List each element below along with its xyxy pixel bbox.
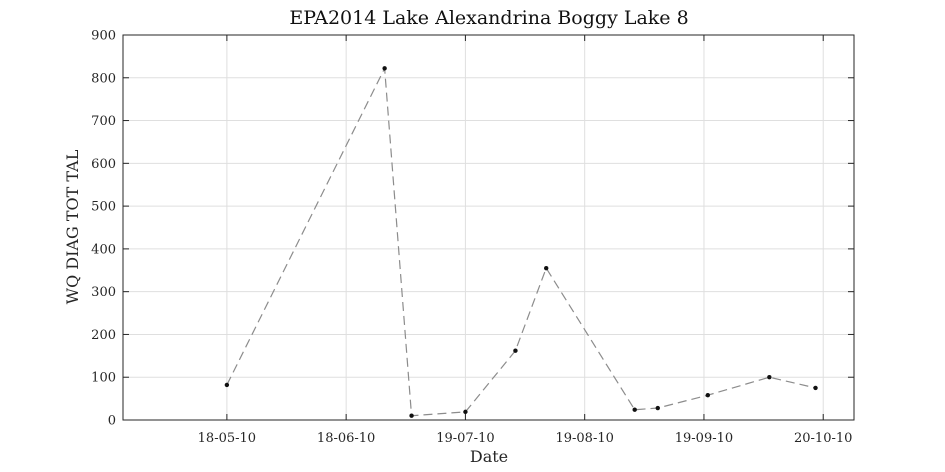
y-tick-label: 500: [91, 200, 116, 215]
x-axis: 18-05-10 18-06-10 19-07-10 19-08-10 19-09-10…: [198, 35, 852, 446]
x-tick-label: 20-10-10: [794, 431, 852, 446]
data-point: [767, 375, 772, 380]
data-point: [632, 407, 637, 412]
data-point: [463, 409, 468, 415]
y-tick-label: 800: [91, 71, 116, 86]
x-tick-label: 19-07-10: [436, 431, 494, 446]
data-point: [513, 348, 518, 353]
data-point: [409, 413, 414, 418]
x-tick-label: 19-08-10: [555, 431, 613, 446]
y-tick-label: 200: [91, 328, 116, 343]
data-point: [655, 405, 660, 411]
plot-area-frame: [122, 34, 855, 421]
x-tick-label: 19-09-10: [675, 431, 733, 446]
y-tick-label: 300: [91, 285, 116, 300]
data-point: [224, 382, 230, 388]
data-series: [224, 66, 818, 418]
x-axis-label: Date: [470, 447, 508, 466]
y-tick-label: 400: [91, 242, 116, 257]
y-tick-label: 700: [91, 114, 116, 129]
data-point: [382, 66, 387, 71]
data-point: [544, 265, 549, 271]
y-tick-label: 100: [91, 371, 116, 386]
y-axis: 0 100 200 300 400 500 600 700 800 900: [91, 29, 854, 429]
y-tick-label: 900: [91, 29, 116, 44]
x-tick-label: 18-05-10: [198, 431, 256, 446]
y-tick-label: 0: [108, 414, 116, 429]
x-tick-label: 18-06-10: [317, 431, 375, 446]
grid-lines: [123, 34, 854, 421]
y-axis-label: WQ DIAG TOT TAL: [63, 149, 82, 304]
data-point: [705, 392, 710, 398]
y-tick-label: 600: [91, 157, 116, 172]
chart-title: EPA2014 Lake Alexandrina Boggy Lake 8: [289, 7, 688, 29]
data-point: [813, 385, 818, 391]
